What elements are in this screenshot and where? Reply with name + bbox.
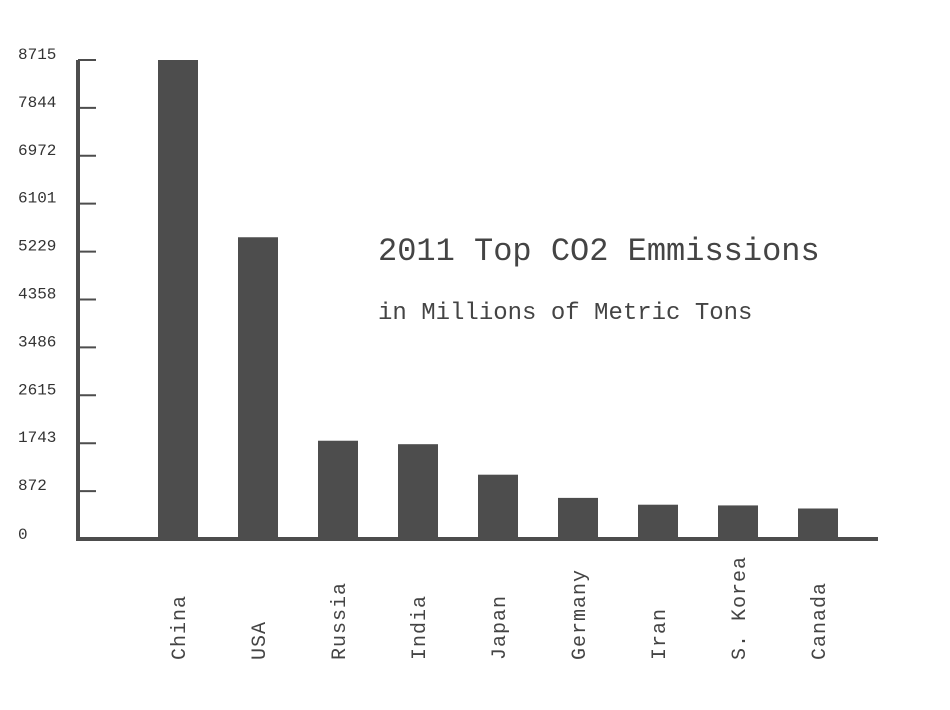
- x-tick-label: Canada: [809, 582, 832, 660]
- x-tick-label: USA: [249, 621, 272, 660]
- bar-japan: [478, 474, 518, 539]
- y-tick-label: 8715: [18, 46, 56, 64]
- x-tick-label: India: [409, 595, 432, 660]
- bar-germany: [558, 497, 598, 539]
- y-tick-label: 2615: [18, 381, 56, 399]
- y-tick-label: 1743: [18, 429, 56, 447]
- x-tick-label: China: [169, 595, 192, 660]
- y-tick-label: 6972: [18, 142, 56, 160]
- bar-russia: [318, 440, 358, 539]
- x-tick-label: S. Korea: [729, 556, 752, 660]
- bar-china: [158, 60, 198, 539]
- chart-title: 2011 Top CO2 Emmissions: [378, 233, 820, 270]
- y-tick-label: 872: [18, 477, 47, 495]
- y-axis-ticks: 0 872 1743 2615 3486 4358 5229 6101 6972 7844 8715: [18, 46, 96, 544]
- bar-usa: [238, 237, 278, 539]
- y-tick-label: 0: [18, 526, 28, 544]
- x-tick-label: Russia: [329, 582, 352, 660]
- y-tick-label: 5229: [18, 238, 56, 256]
- y-tick-label: 3486: [18, 333, 56, 351]
- bar-s-korea: [718, 505, 758, 539]
- chart-subtitle: in Millions of Metric Tons: [378, 300, 752, 327]
- y-tick-label: 4358: [18, 285, 56, 303]
- x-axis-labels: China USA Russia India Japan Germany Iran S. Ko…: [169, 556, 832, 660]
- x-tick-label: Japan: [489, 595, 512, 660]
- bar-india: [398, 444, 438, 539]
- bars: [158, 60, 838, 539]
- bar-iran: [638, 504, 678, 539]
- y-tick-label: 7844: [18, 94, 56, 112]
- y-tick-label: 6101: [18, 190, 56, 208]
- x-tick-label: Germany: [569, 569, 592, 660]
- x-tick-label: Iran: [649, 608, 672, 660]
- bar-canada: [798, 508, 838, 539]
